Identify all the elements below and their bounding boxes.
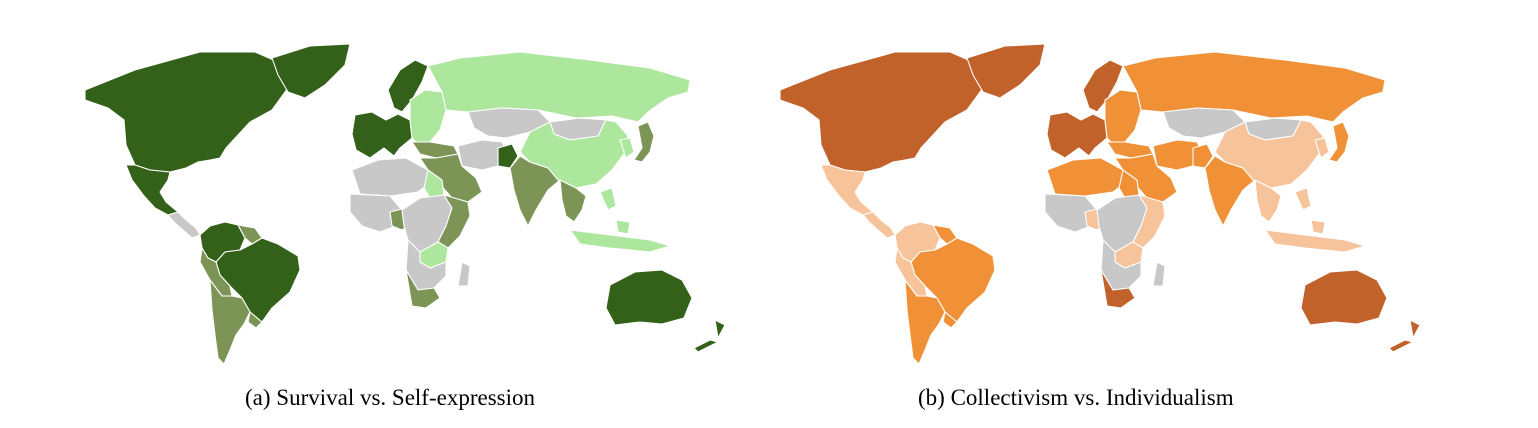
region-west-africa [349, 193, 403, 233]
region-scandinavia [1082, 59, 1124, 113]
region-uruguay [942, 311, 958, 329]
caption-a: (a) Survival vs. Self-expression [245, 385, 535, 410]
region-japan [633, 121, 655, 163]
region-scandinavia [387, 59, 429, 113]
caption-b: (b) Collectivism vs. Individualism [918, 385, 1234, 410]
region-indonesia-philippines [1264, 187, 1366, 253]
region-india [509, 155, 561, 227]
region-australia [1300, 269, 1388, 326]
region-uruguay [247, 311, 263, 329]
region-southeast-asia [1254, 179, 1282, 223]
region-china [1214, 119, 1324, 189]
region-chile-argentina [904, 279, 946, 365]
region-pakistan [497, 143, 519, 169]
region-australia [605, 269, 693, 326]
region-korea [1314, 137, 1330, 159]
world-map-b [779, 43, 1421, 365]
region-peru-bolivia [199, 247, 233, 297]
region-south-africa [405, 269, 441, 309]
region-west-africa [1044, 193, 1098, 233]
map-panel-collectivism-individualism [745, 30, 1465, 375]
region-china [519, 119, 629, 189]
region-north-africa [351, 157, 435, 197]
region-eastern-europe [409, 89, 447, 147]
region-central-america [167, 211, 201, 239]
region-indonesia-philippines [569, 187, 671, 253]
region-russia [427, 51, 691, 123]
region-western-europe [351, 111, 413, 159]
region-eastern-europe [1104, 89, 1142, 147]
region-madagascar [457, 261, 471, 287]
region-western-europe [1046, 111, 1108, 159]
world-map-a [84, 43, 726, 365]
region-greenland [271, 43, 351, 99]
region-southeast-asia [559, 179, 587, 223]
region-peru-bolivia [894, 247, 928, 297]
region-north-america [779, 51, 984, 173]
region-japan [1328, 121, 1350, 163]
region-central-america [862, 211, 896, 239]
region-madagascar [1152, 261, 1166, 287]
region-south-africa [1100, 269, 1136, 309]
region-greenland [966, 43, 1046, 99]
region-north-america [84, 51, 289, 173]
region-new-zealand [693, 319, 726, 353]
region-chile-argentina [209, 279, 251, 365]
region-north-africa [1046, 157, 1130, 197]
region-india [1204, 155, 1256, 227]
map-panel-survival-self-expression [50, 30, 770, 375]
region-pakistan [1192, 143, 1214, 169]
region-mexico [125, 164, 179, 216]
region-russia [1122, 51, 1386, 123]
region-mexico [820, 164, 874, 216]
region-korea [619, 137, 635, 159]
region-new-zealand [1388, 319, 1421, 353]
